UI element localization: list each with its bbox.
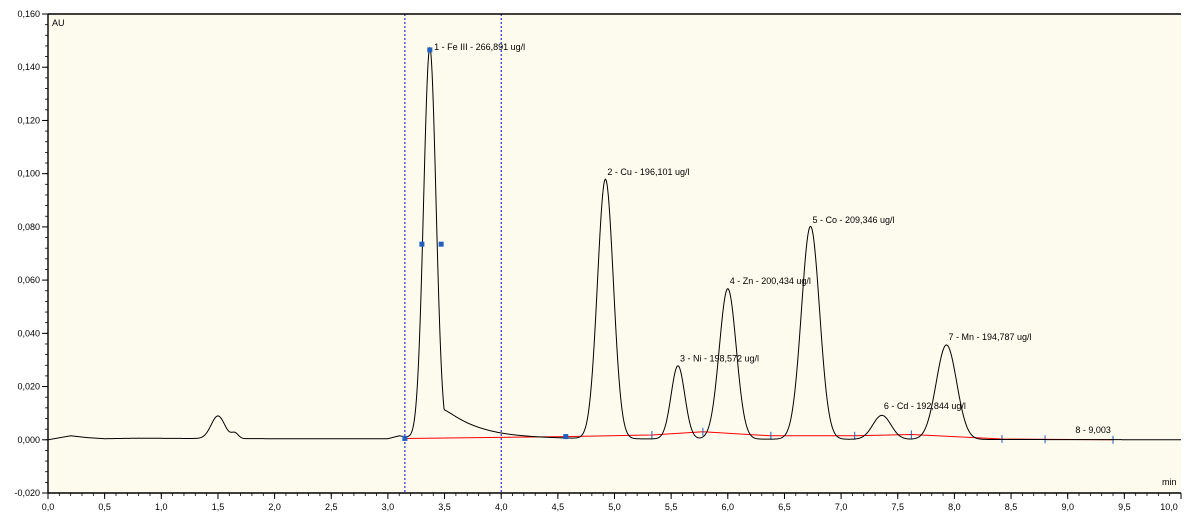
peak-marker-4	[438, 241, 444, 247]
x-tick-label-8: 4,0	[495, 502, 508, 512]
signal-trace	[47, 46, 1181, 441]
peak-marker-3	[427, 47, 433, 53]
axes: 0,0 0,5 1,0 1,5 2,0 2,5 3,0 3,5 4,0 4,5 5,0 5,5 6,0 6…	[14, 9, 1182, 512]
peak-label-6: 6 - Cd - 192,844 ug/l	[884, 401, 966, 411]
peak-label-4: 4 - Zn - 200,434 ug/l	[730, 276, 811, 286]
x-axis-unit: min	[1162, 477, 1177, 487]
x-tick-label-7: 3,5	[438, 502, 451, 512]
peak-label-1: 1 - Fe III - 266,891 ug/l	[434, 42, 525, 52]
peak-label-7: 7 - Mn - 194,787 ug/l	[948, 332, 1031, 342]
trace-layer	[47, 46, 1181, 441]
x-tick-label-18: 9,0	[1061, 502, 1074, 512]
peak-marker-1	[402, 435, 408, 441]
y-tick-label-9: 0,160	[17, 9, 40, 19]
x-tick-label-3: 1,5	[212, 502, 225, 512]
peak-label-layer: 1 - Fe III - 266,891 ug/l 2 - Cu - 196,10…	[434, 42, 1111, 435]
y-tick-label-4: 0,060	[17, 275, 40, 285]
x-tick-label-17: 8,5	[1005, 502, 1018, 512]
marker-layer	[402, 47, 569, 441]
x-tick-label-9: 4,5	[552, 502, 565, 512]
x-tick-label-16: 8,0	[948, 502, 961, 512]
x-tick-label-2: 1,0	[155, 502, 168, 512]
x-tick-label-4: 2,0	[268, 502, 281, 512]
y-tick-label-8: 0,140	[17, 62, 40, 72]
plot-area	[48, 14, 1181, 493]
y-tick-label-2: 0,020	[17, 382, 40, 392]
x-tick-label-5: 2,5	[325, 502, 338, 512]
y-axis-unit: AU	[52, 18, 65, 28]
peak-label-8: 8 - 9,003	[1075, 425, 1111, 435]
y-tick-label-6: 0,100	[17, 169, 40, 179]
x-tick-label-6: 3,0	[382, 502, 395, 512]
y-tick-label-5: 0,080	[17, 222, 40, 232]
y-tick-label-7: 0,120	[17, 115, 40, 125]
x-tick-label-20: 10,0	[1160, 502, 1178, 512]
x-tick-label-12: 6,0	[722, 502, 735, 512]
peak-label-5: 5 - Co - 209,346 ug/l	[813, 215, 895, 225]
x-tick-label-10: 5,0	[608, 502, 621, 512]
peak-label-2: 2 - Cu - 196,101 ug/l	[607, 167, 689, 177]
x-tick-label-14: 7,0	[835, 502, 848, 512]
y-tick-label-0: -0,020	[14, 488, 40, 498]
x-tick-label-11: 5,5	[665, 502, 678, 512]
peak-marker-5	[563, 434, 569, 440]
x-tick-label-0: 0,0	[42, 502, 55, 512]
peak-marker-2	[419, 241, 425, 247]
x-tick-label-19: 9,5	[1118, 502, 1131, 512]
y-tick-label-3: 0,040	[17, 328, 40, 338]
x-tick-label-15: 7,5	[891, 502, 904, 512]
x-tick-label-13: 6,5	[778, 502, 791, 512]
peak-label-3: 3 - Ni - 198,572 ug/l	[680, 353, 759, 363]
x-tick-label-1: 0,5	[98, 502, 111, 512]
y-tick-label-1: 0,000	[17, 435, 40, 445]
